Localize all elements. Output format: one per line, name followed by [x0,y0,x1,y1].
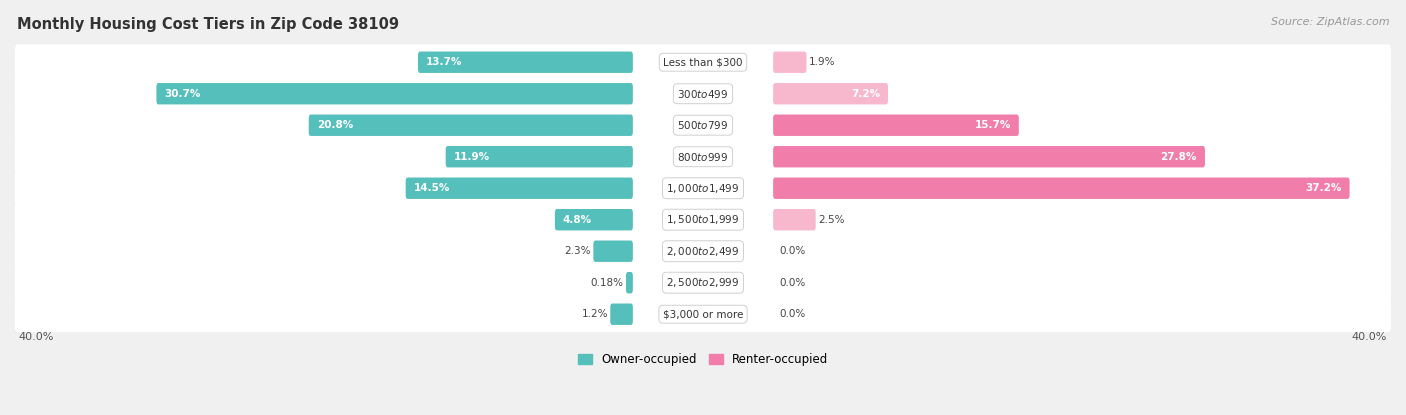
Text: 14.5%: 14.5% [413,183,450,193]
FancyBboxPatch shape [15,233,1391,269]
FancyBboxPatch shape [626,272,633,293]
Text: 2.3%: 2.3% [565,246,591,256]
Text: $3,000 or more: $3,000 or more [662,309,744,319]
FancyBboxPatch shape [593,241,633,262]
FancyBboxPatch shape [15,107,1391,143]
Text: 11.9%: 11.9% [454,152,489,162]
Text: 0.0%: 0.0% [779,309,806,319]
Text: 27.8%: 27.8% [1160,152,1197,162]
FancyBboxPatch shape [773,209,815,230]
FancyBboxPatch shape [773,83,889,105]
FancyBboxPatch shape [773,146,1205,167]
Text: 0.0%: 0.0% [779,246,806,256]
Text: 7.2%: 7.2% [851,89,880,99]
Text: 13.7%: 13.7% [426,57,463,67]
Text: 20.8%: 20.8% [316,120,353,130]
Text: Monthly Housing Cost Tiers in Zip Code 38109: Monthly Housing Cost Tiers in Zip Code 3… [17,17,399,32]
Text: $500 to $799: $500 to $799 [678,119,728,131]
FancyBboxPatch shape [406,178,633,199]
FancyBboxPatch shape [15,202,1391,238]
Text: $1,000 to $1,499: $1,000 to $1,499 [666,182,740,195]
FancyBboxPatch shape [15,76,1391,112]
Text: $1,500 to $1,999: $1,500 to $1,999 [666,213,740,226]
FancyBboxPatch shape [446,146,633,167]
FancyBboxPatch shape [15,44,1391,80]
Text: 1.9%: 1.9% [808,57,835,67]
FancyBboxPatch shape [15,265,1391,301]
Text: 1.2%: 1.2% [582,309,607,319]
FancyBboxPatch shape [773,115,1019,136]
Text: 37.2%: 37.2% [1305,183,1341,193]
FancyBboxPatch shape [773,51,807,73]
FancyBboxPatch shape [610,303,633,325]
FancyBboxPatch shape [15,139,1391,175]
Text: 2.5%: 2.5% [818,215,845,225]
FancyBboxPatch shape [15,296,1391,332]
Text: 0.18%: 0.18% [591,278,624,288]
Text: $300 to $499: $300 to $499 [678,88,728,100]
FancyBboxPatch shape [156,83,633,105]
FancyBboxPatch shape [309,115,633,136]
Legend: Owner-occupied, Renter-occupied: Owner-occupied, Renter-occupied [572,349,834,371]
Text: Less than $300: Less than $300 [664,57,742,67]
Text: 30.7%: 30.7% [165,89,201,99]
FancyBboxPatch shape [15,170,1391,206]
FancyBboxPatch shape [555,209,633,230]
Text: $2,000 to $2,499: $2,000 to $2,499 [666,245,740,258]
Text: 15.7%: 15.7% [974,120,1011,130]
Text: 0.0%: 0.0% [779,278,806,288]
Text: 4.8%: 4.8% [562,215,592,225]
Text: Source: ZipAtlas.com: Source: ZipAtlas.com [1271,17,1389,27]
Text: 40.0%: 40.0% [18,332,55,342]
Text: $800 to $999: $800 to $999 [678,151,728,163]
FancyBboxPatch shape [418,51,633,73]
Text: 40.0%: 40.0% [1351,332,1388,342]
FancyBboxPatch shape [773,178,1350,199]
Text: $2,500 to $2,999: $2,500 to $2,999 [666,276,740,289]
